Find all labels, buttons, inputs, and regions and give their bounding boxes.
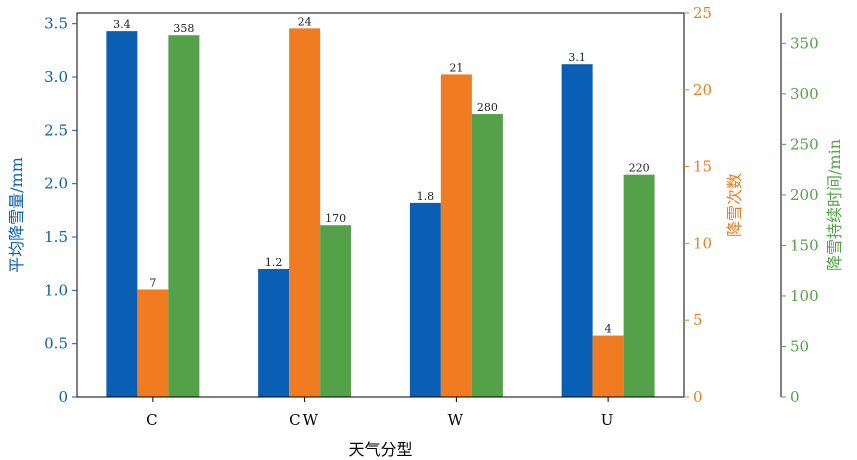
y-axis-title-right1: 降雪次数: [725, 173, 744, 237]
y-tick-label-right2: 250: [790, 135, 819, 153]
y-tick-label-right2: 100: [790, 287, 819, 305]
bar-right2-W: [471, 114, 503, 397]
y-tick-label-right2: 350: [790, 34, 819, 52]
bar-left-U: [561, 64, 593, 397]
data-label-left-CW: 1.2: [265, 256, 283, 269]
y-tick-label-right1: 10: [693, 234, 712, 252]
data-label-left-W: 1.8: [417, 190, 435, 203]
y-axis-title-right2: 降雪持续时间/min: [825, 139, 844, 271]
data-label-right2-U: 220: [629, 162, 650, 175]
x-tick-label-U: U: [601, 411, 616, 429]
y-tick-label-left: 0.5: [44, 335, 68, 353]
data-label-right1-CW: 24: [298, 15, 312, 28]
y-tick-label-right1: 15: [693, 158, 712, 176]
y-tick-label-left: 3.5: [44, 15, 68, 33]
bar-right1-CW: [289, 28, 321, 398]
y-tick-label-right2: 300: [790, 85, 819, 103]
bar-right1-U: [592, 335, 624, 397]
y-tick-label-left: 3.0: [44, 68, 68, 86]
bar-left-CW: [258, 269, 290, 397]
data-label-right2-CW: 170: [325, 212, 346, 225]
y-tick-label-right1: 5: [693, 311, 703, 329]
data-label-right1-C: 7: [149, 276, 156, 289]
bar-right1-W: [440, 74, 472, 397]
y-tick-label-right1: 0: [693, 388, 703, 406]
x-tick-label-W: W: [448, 411, 465, 429]
bar-right2-C: [168, 35, 200, 398]
bar-left-W: [409, 202, 441, 397]
data-label-right2-W: 280: [477, 101, 498, 114]
axes-layer: C CW W U 0 0.5 1.0 1.5 2.0 2.5 3.0 3.5 平均降雪量/mm 0 5 10 1…: [7, 4, 844, 429]
bar-right1-C: [137, 289, 169, 397]
x-tick-label-C: C: [146, 411, 159, 429]
y-axis-title-left: 平均降雪量/mm: [7, 157, 26, 273]
data-label-right1-W: 21: [449, 61, 463, 74]
y-tick-label-left: 2.0: [44, 175, 68, 193]
x-axis-title: 天气分型: [348, 440, 412, 459]
y-tick-label-right1: 25: [693, 4, 712, 22]
bar-left-C: [106, 31, 138, 398]
y-tick-label-left: 2.5: [44, 121, 68, 139]
y-tick-label-left: 0: [58, 388, 68, 406]
y-tick-label-right2: 0: [790, 388, 800, 406]
x-tick-label-CW: CW: [289, 411, 320, 429]
data-label-left-U: 3.1: [568, 51, 586, 64]
y-tick-label-right1: 20: [693, 81, 712, 99]
bar-right2-U: [623, 174, 655, 397]
y-tick-label-right2: 150: [790, 236, 819, 254]
y-tick-label-left: 1.5: [44, 228, 68, 246]
y-tick-label-right2: 200: [790, 186, 819, 204]
labels-layer: 3.4 7 358 1.2 24 170 1.8 21 280 3.1 4 220: [113, 15, 650, 335]
data-label-right2-C: 358: [173, 22, 194, 35]
y-tick-label-left: 1.0: [44, 281, 68, 299]
bar-right2-CW: [320, 225, 352, 397]
data-label-left-C: 3.4: [113, 18, 131, 31]
y-tick-label-right2: 50: [790, 337, 809, 355]
bars-layer: [106, 28, 655, 398]
data-label-right1-U: 4: [605, 323, 612, 336]
